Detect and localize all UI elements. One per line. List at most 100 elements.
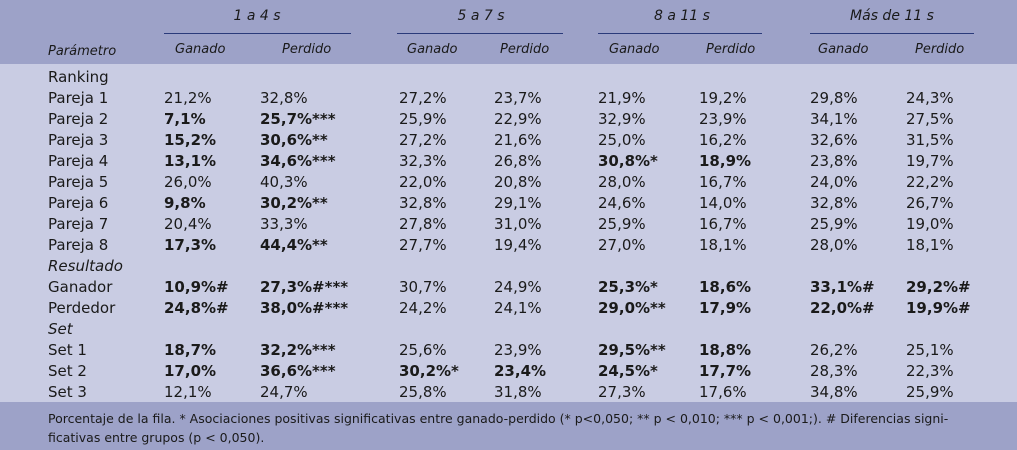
table-cell: 33,3%: [260, 215, 308, 233]
table-cell: 26,7%: [906, 194, 954, 212]
row-label: Ganador: [48, 278, 113, 296]
subheader-ganado-4: Ganado: [818, 42, 869, 57]
table-cell: 32,8%: [260, 89, 308, 107]
table-cell: 32,3%: [399, 152, 447, 170]
group-rule-3: [598, 33, 762, 34]
footnote-line-2: ficativas entre grupos (p < 0,050).: [48, 430, 265, 445]
table-cell: 21,6%: [494, 131, 542, 149]
subheader-perdido-2: Perdido: [500, 42, 550, 57]
row-label: Pareja 4: [48, 152, 109, 170]
table-cell: 25,9%: [906, 383, 954, 401]
group-rule-1: [164, 33, 351, 34]
table-cell: 28,0%: [598, 173, 646, 191]
table-cell: 27,0%: [598, 236, 646, 254]
table-cell: 26,2%: [810, 341, 858, 359]
table-cell: 27,3%#***: [260, 278, 349, 296]
subheader-ganado-3: Ganado: [609, 42, 660, 57]
table-cell: 17,9%: [699, 299, 752, 317]
table-cell: 23,9%: [494, 341, 542, 359]
group-header-3: 8 a 11 s: [654, 8, 710, 24]
table-cell: 10,9%#: [164, 278, 229, 296]
table-cell: 29,5%**: [598, 341, 666, 359]
table-cell: 34,6%***: [260, 152, 336, 170]
table-cell: 18,9%: [699, 152, 752, 170]
table-cell: 27,7%: [399, 236, 447, 254]
table-cell: 29,0%**: [598, 299, 666, 317]
section-row: Set: [0, 318, 1017, 339]
table-cell: 26,8%: [494, 152, 542, 170]
row-label: Pareja 7: [48, 215, 109, 233]
subheader-perdido-1: Perdido: [282, 42, 332, 57]
table-cell: 30,6%**: [260, 131, 328, 149]
table-cell: 44,4%**: [260, 236, 328, 254]
table-cell: 22,3%: [906, 362, 954, 380]
row-label: Perdedor: [48, 299, 116, 317]
table-cell: 12,1%: [164, 383, 212, 401]
table-cell: 24,1%: [494, 299, 542, 317]
table-cell: 9,8%: [164, 194, 206, 212]
subheader-ganado-2: Ganado: [407, 42, 458, 57]
table-cell: 25,0%: [598, 131, 646, 149]
table-row: Pareja 4 13,1% 34,6%*** 32,3% 26,8% 30,8%* 18,…: [0, 150, 1017, 171]
table-cell: 33,1%#: [810, 278, 875, 296]
table-cell: 15,2%: [164, 131, 217, 149]
table-cell: 34,8%: [810, 383, 858, 401]
table-row: Set 2 17,0% 36,6%*** 30,2%* 23,4% 24,5%* 17,7%…: [0, 360, 1017, 381]
table-cell: 24,2%: [399, 299, 447, 317]
table-cell: 27,2%: [399, 89, 447, 107]
table-cell: 27,3%: [598, 383, 646, 401]
table-row: Set 3 12,1% 24,7% 25,8% 31,8% 27,3% 17,6% 34,8%…: [0, 381, 1017, 402]
table-cell: 23,9%: [699, 110, 747, 128]
table-cell: 31,8%: [494, 383, 542, 401]
table-cell: 20,4%: [164, 215, 212, 233]
table-cell: 19,9%#: [906, 299, 971, 317]
section-row: Resultado: [0, 255, 1017, 276]
table-cell: 22,2%: [906, 173, 954, 191]
table-cell: 24,6%: [598, 194, 646, 212]
table-cell: 7,1%: [164, 110, 206, 128]
table-cell: 32,9%: [598, 110, 646, 128]
table-row: Set 1 18,7% 32,2%*** 25,6% 23,9% 29,5%** 18,8%…: [0, 339, 1017, 360]
table-cell: 32,6%: [810, 131, 858, 149]
table-row: Pareja 5 26,0% 40,3% 22,0% 20,8% 28,0% 16,7% 24…: [0, 171, 1017, 192]
row-label: Pareja 8: [48, 236, 109, 254]
table-cell: 23,8%: [810, 152, 858, 170]
table-cell: 17,3%: [164, 236, 217, 254]
table-cell: 25,3%*: [598, 278, 658, 296]
table-cell: 25,9%: [598, 215, 646, 233]
footnote-line-1: Porcentaje de la fila. * Asociaciones po…: [48, 411, 949, 426]
table-cell: 27,8%: [399, 215, 447, 233]
table-cell: 14,0%: [699, 194, 747, 212]
table-cell: 27,5%: [906, 110, 954, 128]
table-cell: 18,6%: [699, 278, 752, 296]
row-label: Pareja 5: [48, 173, 109, 191]
table-cell: 24,9%: [494, 278, 542, 296]
table-cell: 23,7%: [494, 89, 542, 107]
section-row: Ranking: [0, 66, 1017, 87]
table-cell: 31,5%: [906, 131, 954, 149]
table-cell: 32,8%: [810, 194, 858, 212]
footnote-text: Porcentaje de la fila. * Asociaciones po…: [48, 409, 978, 447]
table-row: Ganador 10,9%# 27,3%#*** 30,7% 24,9% 25,3%* 18…: [0, 276, 1017, 297]
table-cell: 24,5%*: [598, 362, 658, 380]
row-label: Pareja 3: [48, 131, 109, 149]
table-cell: 30,8%*: [598, 152, 658, 170]
table-cell: 18,1%: [699, 236, 747, 254]
table-cell: 25,1%: [906, 341, 954, 359]
table-cell: 28,3%: [810, 362, 858, 380]
table-cell: 30,2%**: [260, 194, 328, 212]
group-header-2: 5 a 7 s: [457, 8, 505, 24]
table-header: Parámetro 1 a 4 s Ganado Perdido 5 a 7 s Gan…: [0, 0, 1017, 64]
table-cell: 30,7%: [399, 278, 447, 296]
group-header-4: Más de 11 s: [850, 8, 934, 24]
table-cell: 25,7%***: [260, 110, 336, 128]
table-cell: 38,0%#***: [260, 299, 349, 317]
table-cell: 21,2%: [164, 89, 212, 107]
table-cell: 27,2%: [399, 131, 447, 149]
table-cell: 18,7%: [164, 341, 217, 359]
table-cell: 24,8%#: [164, 299, 229, 317]
table-cell: 26,0%: [164, 173, 212, 191]
table-cell: 13,1%: [164, 152, 217, 170]
table-cell: 29,8%: [810, 89, 858, 107]
table-cell: 24,3%: [906, 89, 954, 107]
